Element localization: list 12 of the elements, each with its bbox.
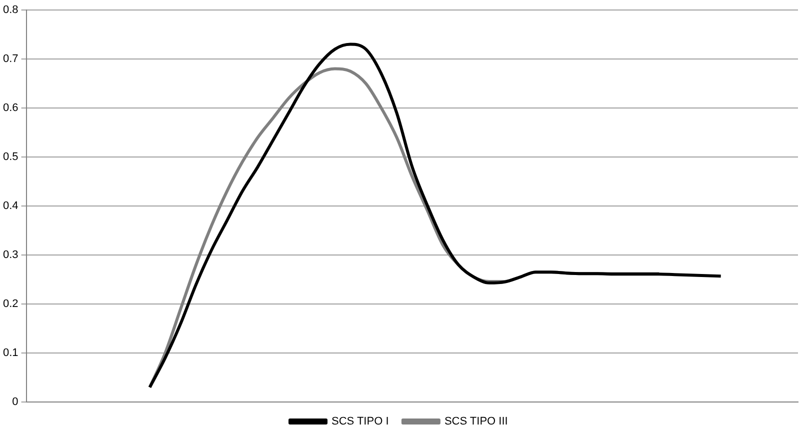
line-series xyxy=(148,42,722,389)
y-tick-label: 0.8 xyxy=(2,4,18,16)
y-tick-label: 0.5 xyxy=(2,151,18,164)
y-tick-label: 0.3 xyxy=(2,249,18,262)
y-tick-label: 0.7 xyxy=(2,53,18,66)
legend-label: SCS TIPO I xyxy=(331,416,389,428)
y-tick-label: 0.2 xyxy=(2,298,18,310)
y-tick-label: 0.4 xyxy=(2,200,18,212)
legend-label: SCS TIPO III xyxy=(444,416,508,428)
y-tick-label: 0 xyxy=(12,396,18,408)
y-tick-label: 0.1 xyxy=(2,347,18,360)
y-tick-label: 0.6 xyxy=(2,102,18,114)
